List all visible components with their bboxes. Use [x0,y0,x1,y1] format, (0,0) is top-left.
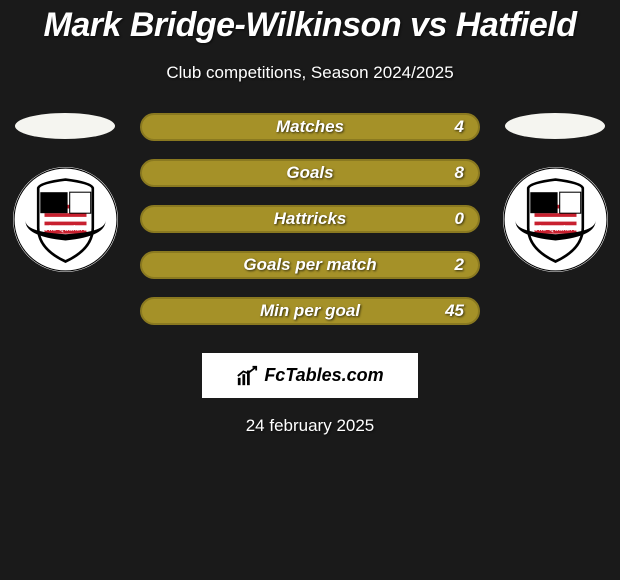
crest-icon: The Quakers [13,167,118,272]
brand-badge: FcTables.com [202,353,418,398]
stat-label: Goals [142,163,478,183]
stat-row: Min per goal 45 [140,297,480,325]
subtitle: Club competitions, Season 2024/2025 [0,63,620,83]
svg-text:The Quakers: The Quakers [43,224,86,233]
stat-row: Hattricks 0 [140,205,480,233]
brand-text: FcTables.com [264,365,383,386]
left-club-crest: The Quakers [13,167,118,272]
stat-value: 4 [455,117,464,137]
stat-label: Hattricks [142,209,478,229]
left-player-col: The Quakers [10,113,120,272]
right-player-oval [505,113,605,139]
stat-label: Goals per match [142,255,478,275]
left-player-oval [15,113,115,139]
stat-value: 45 [445,301,464,321]
stat-label: Min per goal [142,301,478,321]
stat-row: Matches 4 [140,113,480,141]
stat-label: Matches [142,117,478,137]
crest-icon: The Quakers [503,167,608,272]
stat-row: Goals 8 [140,159,480,187]
stat-row: Goals per match 2 [140,251,480,279]
stat-value: 8 [455,163,464,183]
comparison-wrap: The Quakers Matches 4 Goals 8 Hattricks … [0,113,620,325]
svg-text:The Quakers: The Quakers [533,224,576,233]
right-player-col: The Quakers [500,113,610,272]
stats-list: Matches 4 Goals 8 Hattricks 0 Goals per … [140,113,480,325]
page-title: Mark Bridge-Wilkinson vs Hatfield [0,0,620,45]
date-label: 24 february 2025 [0,416,620,436]
chart-icon [236,365,258,387]
stat-value: 0 [455,209,464,229]
right-club-crest: The Quakers [503,167,608,272]
stat-value: 2 [455,255,464,275]
